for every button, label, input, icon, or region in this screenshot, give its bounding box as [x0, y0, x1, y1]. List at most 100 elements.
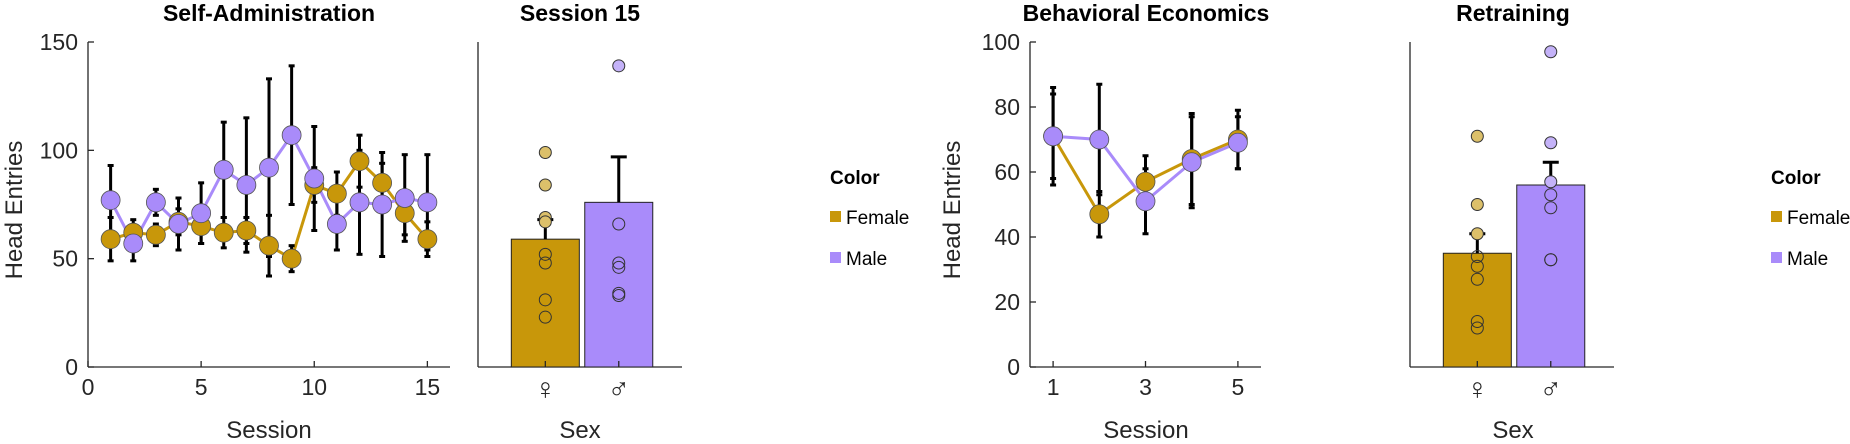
bar-female: [1442, 252, 1512, 368]
y-tick-label: 40: [994, 224, 1020, 250]
data-point-male: [1228, 132, 1248, 153]
individual-point: [1470, 250, 1484, 263]
individual-point: [1470, 198, 1484, 211]
x-tick-label-female: ♀: [1466, 373, 1489, 406]
individual-point: [1470, 227, 1484, 241]
individual-point: [1544, 253, 1558, 267]
data-point-male: [1089, 129, 1110, 150]
x-tick-label-male: ♂: [608, 373, 631, 406]
x-tick-label-female: ♀: [534, 373, 557, 406]
individual-point: [538, 247, 552, 261]
legend-swatch-male: [1771, 252, 1782, 263]
data-point-female: [372, 172, 393, 193]
y-tick-label: 50: [52, 246, 78, 272]
data-point-female: [236, 220, 257, 241]
individual-point: [1470, 129, 1484, 143]
bar-male: [584, 201, 654, 368]
y-tick-label: 0: [1007, 354, 1020, 380]
individual-point: [1544, 201, 1558, 215]
x-tick-label: 5: [1232, 374, 1245, 400]
y-tick-label: 0: [65, 354, 78, 380]
individual-point: [538, 215, 552, 229]
data-point-male: [349, 192, 370, 213]
bar-male: [1516, 184, 1586, 368]
ylabel-behavioral-economics: Head Entries: [939, 141, 966, 280]
individual-point: [1544, 175, 1558, 189]
data-point-female: [145, 224, 166, 245]
y-tick-label: 150: [40, 29, 78, 55]
individual-point: [612, 256, 626, 270]
individual-point: [1544, 188, 1558, 202]
x-tick-label: 15: [415, 374, 441, 400]
data-point-male: [372, 194, 393, 215]
bar-female: [510, 238, 580, 368]
individual-point: [1470, 259, 1484, 273]
data-point-male: [259, 157, 279, 178]
individual-point: [538, 146, 552, 159]
data-point-male: [191, 203, 212, 224]
individual-point: [1470, 315, 1484, 328]
data-point-male: [168, 214, 189, 234]
data-point-male: [1181, 152, 1202, 173]
xlabel-self-administration: Session: [226, 417, 311, 444]
legend-entry-female: Female: [846, 208, 909, 229]
individual-point: [1470, 272, 1484, 286]
individual-point: [538, 178, 552, 192]
individual-point: [612, 260, 626, 274]
individual-point: [538, 310, 552, 324]
x-tick-label: 0: [82, 374, 95, 400]
data-point-female: [213, 222, 234, 243]
data-point-male: [145, 192, 166, 213]
data-point-male: [100, 190, 121, 211]
y-tick-label: 80: [994, 94, 1020, 120]
individual-point: [1544, 45, 1558, 59]
data-point-female: [100, 229, 121, 250]
individual-point: [538, 293, 552, 307]
legend-swatch-female: [1771, 211, 1782, 222]
individual-point: [612, 59, 626, 73]
legend-swatch-female: [830, 211, 841, 222]
data-point-female: [259, 235, 279, 256]
y-tick-label: 20: [994, 289, 1020, 315]
legend-1: Color Female Male: [830, 168, 909, 270]
data-point-male: [213, 159, 234, 180]
title-session-15: Session 15: [520, 0, 640, 26]
xlabel-session-15: Sex: [559, 417, 600, 444]
legend-entry-male: Male: [1787, 249, 1828, 270]
y-tick-label: 100: [40, 137, 78, 163]
individual-point: [612, 289, 626, 302]
xlabel-retraining: Sex: [1492, 417, 1533, 444]
x-tick-label: 10: [301, 374, 327, 400]
x-tick-label: 3: [1139, 374, 1152, 400]
legend-entry-male: Male: [846, 249, 887, 270]
data-point-male: [417, 192, 438, 213]
data-point-female: [417, 229, 438, 250]
ylabel-self-administration: Head Entries: [1, 141, 28, 280]
legend-2: Color Female Male: [1771, 168, 1850, 270]
xlabel-behavioral-economics: Session: [1103, 417, 1188, 444]
individual-point: [1470, 321, 1484, 335]
y-tick-label: 60: [994, 159, 1020, 185]
legend-title: Color: [830, 168, 880, 189]
title-retraining: Retraining: [1456, 0, 1570, 26]
data-point-female: [326, 183, 347, 204]
data-point-male: [123, 233, 144, 254]
legend-swatch-male: [830, 252, 841, 263]
data-point-female: [1135, 171, 1156, 192]
individual-point: [612, 217, 626, 231]
x-tick-label: 5: [195, 374, 208, 400]
data-point-male: [394, 188, 415, 208]
title-behavioral-economics: Behavioral Economics: [1023, 0, 1270, 26]
data-point-female: [349, 151, 370, 172]
data-point-male: [1043, 126, 1063, 147]
data-point-female: [1089, 204, 1110, 225]
data-point-male: [281, 125, 302, 146]
data-point-male: [1135, 191, 1156, 212]
data-point-male: [236, 175, 257, 195]
individual-point: [1544, 136, 1558, 150]
data-point-male: [304, 168, 325, 189]
x-tick-label-male: ♂: [1540, 373, 1563, 406]
y-tick-label: 100: [982, 29, 1020, 55]
legend-title: Color: [1771, 168, 1821, 189]
legend-entry-female: Female: [1787, 208, 1850, 229]
